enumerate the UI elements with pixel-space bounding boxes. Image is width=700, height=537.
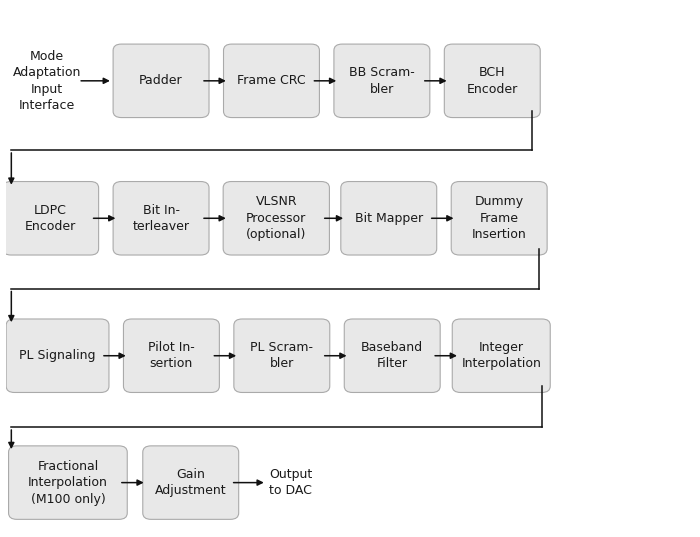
FancyBboxPatch shape xyxy=(452,182,547,255)
FancyBboxPatch shape xyxy=(344,319,440,393)
FancyBboxPatch shape xyxy=(223,44,319,118)
Text: Mode
Adaptation
Input
Interface: Mode Adaptation Input Interface xyxy=(13,49,81,112)
FancyBboxPatch shape xyxy=(123,319,219,393)
FancyBboxPatch shape xyxy=(444,44,540,118)
FancyBboxPatch shape xyxy=(234,319,330,393)
FancyBboxPatch shape xyxy=(334,44,430,118)
FancyBboxPatch shape xyxy=(452,319,550,393)
FancyBboxPatch shape xyxy=(143,446,239,519)
Text: BB Scram-
bler: BB Scram- bler xyxy=(349,66,414,96)
FancyBboxPatch shape xyxy=(113,44,209,118)
FancyBboxPatch shape xyxy=(6,319,109,393)
Text: Output
to DAC: Output to DAC xyxy=(270,468,313,497)
Text: Bit In-
terleaver: Bit In- terleaver xyxy=(132,204,190,233)
FancyBboxPatch shape xyxy=(8,446,127,519)
Text: Pilot In-
sertion: Pilot In- sertion xyxy=(148,341,195,371)
Text: Integer
Interpolation: Integer Interpolation xyxy=(461,341,541,371)
Text: Frame CRC: Frame CRC xyxy=(237,74,306,88)
Text: VLSNR
Processor
(optional): VLSNR Processor (optional) xyxy=(246,195,307,241)
FancyBboxPatch shape xyxy=(113,182,209,255)
Text: PL Scram-
bler: PL Scram- bler xyxy=(251,341,314,371)
Text: Bit Mapper: Bit Mapper xyxy=(355,212,423,225)
Text: Gain
Adjustment: Gain Adjustment xyxy=(155,468,227,497)
Text: PL Signaling: PL Signaling xyxy=(20,349,96,362)
Text: BCH
Encoder: BCH Encoder xyxy=(467,66,518,96)
FancyBboxPatch shape xyxy=(3,182,99,255)
Text: LDPC
Encoder: LDPC Encoder xyxy=(25,204,76,233)
Text: Baseband
Filter: Baseband Filter xyxy=(361,341,423,371)
Text: Dummy
Frame
Insertion: Dummy Frame Insertion xyxy=(472,195,526,241)
FancyBboxPatch shape xyxy=(341,182,437,255)
Text: Padder: Padder xyxy=(139,74,183,88)
Text: Fractional
Interpolation
(M100 only): Fractional Interpolation (M100 only) xyxy=(28,460,108,506)
FancyBboxPatch shape xyxy=(223,182,330,255)
